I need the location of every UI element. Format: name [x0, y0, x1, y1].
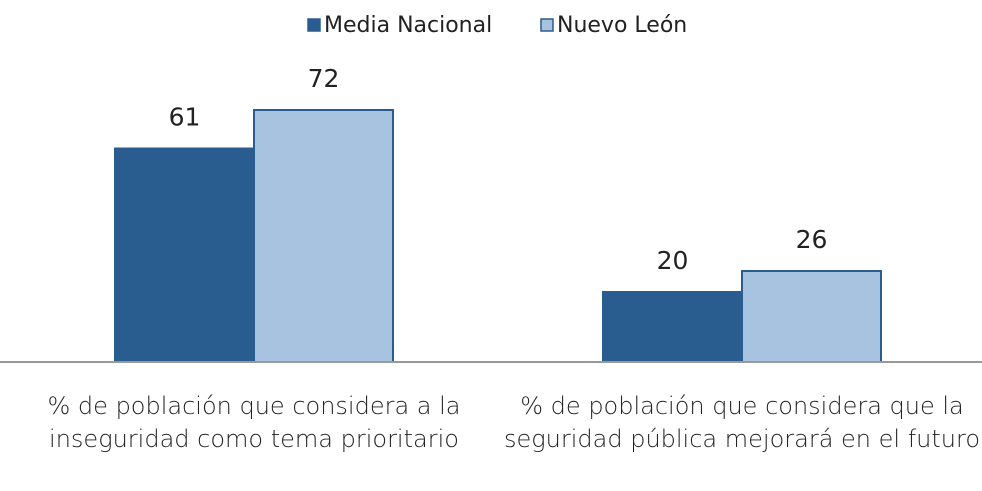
bar	[741, 270, 882, 363]
data-label: 72	[308, 64, 340, 93]
bar	[253, 109, 394, 363]
x-tick-label: % de población que considera a la insegu…	[47, 392, 461, 453]
x-tick-label: % de población que considera que la segu…	[503, 392, 980, 453]
data-label: 26	[796, 225, 828, 254]
legend-swatch	[307, 18, 321, 32]
data-label: 61	[169, 103, 201, 132]
legend-label: Media Nacional	[324, 13, 492, 38]
legend-swatch	[540, 18, 554, 32]
legend-label: Nuevo León	[557, 13, 687, 38]
bar	[114, 147, 255, 363]
bar	[602, 291, 743, 363]
data-label: 20	[657, 246, 689, 275]
